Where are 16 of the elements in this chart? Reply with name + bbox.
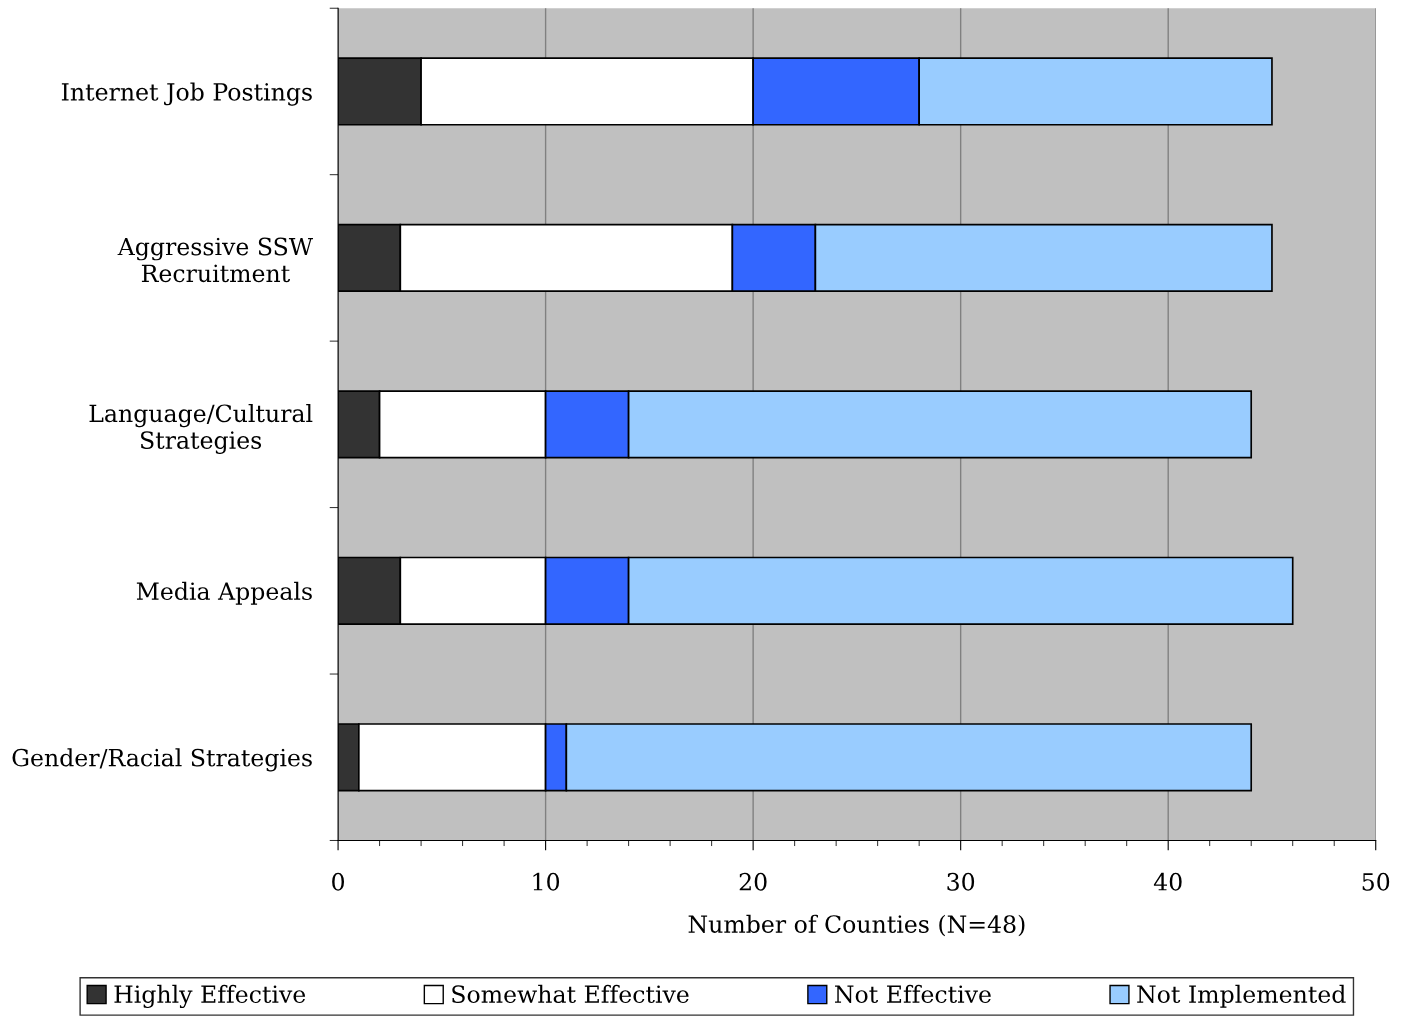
- x-tick-label: 20: [739, 872, 767, 891]
- y-tick-label: Aggressive SSW Recruitment: [117, 237, 314, 283]
- y-tick-label: Language/Cultural Strategies: [89, 403, 313, 454]
- legend-label: Not Implemented: [1137, 984, 1346, 1008]
- legend-label: Somewhat Effective: [452, 984, 689, 1004]
- x-tick-label: 0: [332, 872, 345, 891]
- x-axis-title: Number of Counties (N=48): [688, 914, 1025, 937]
- legend-label: Not Effective: [835, 984, 991, 1004]
- x-tick-label: 40: [1153, 872, 1182, 891]
- y-tick-label: Gender/Racial Strategies: [12, 748, 312, 772]
- x-tick-label: 50: [1362, 872, 1390, 891]
- y-tick-label: Internet Job Postings: [61, 82, 312, 106]
- x-tick-label: 10: [533, 872, 560, 891]
- y-tick-label: Media Appeals: [136, 581, 312, 605]
- x-tick-label: 30: [947, 872, 975, 891]
- legend-label: Highly Effective: [114, 984, 306, 1009]
